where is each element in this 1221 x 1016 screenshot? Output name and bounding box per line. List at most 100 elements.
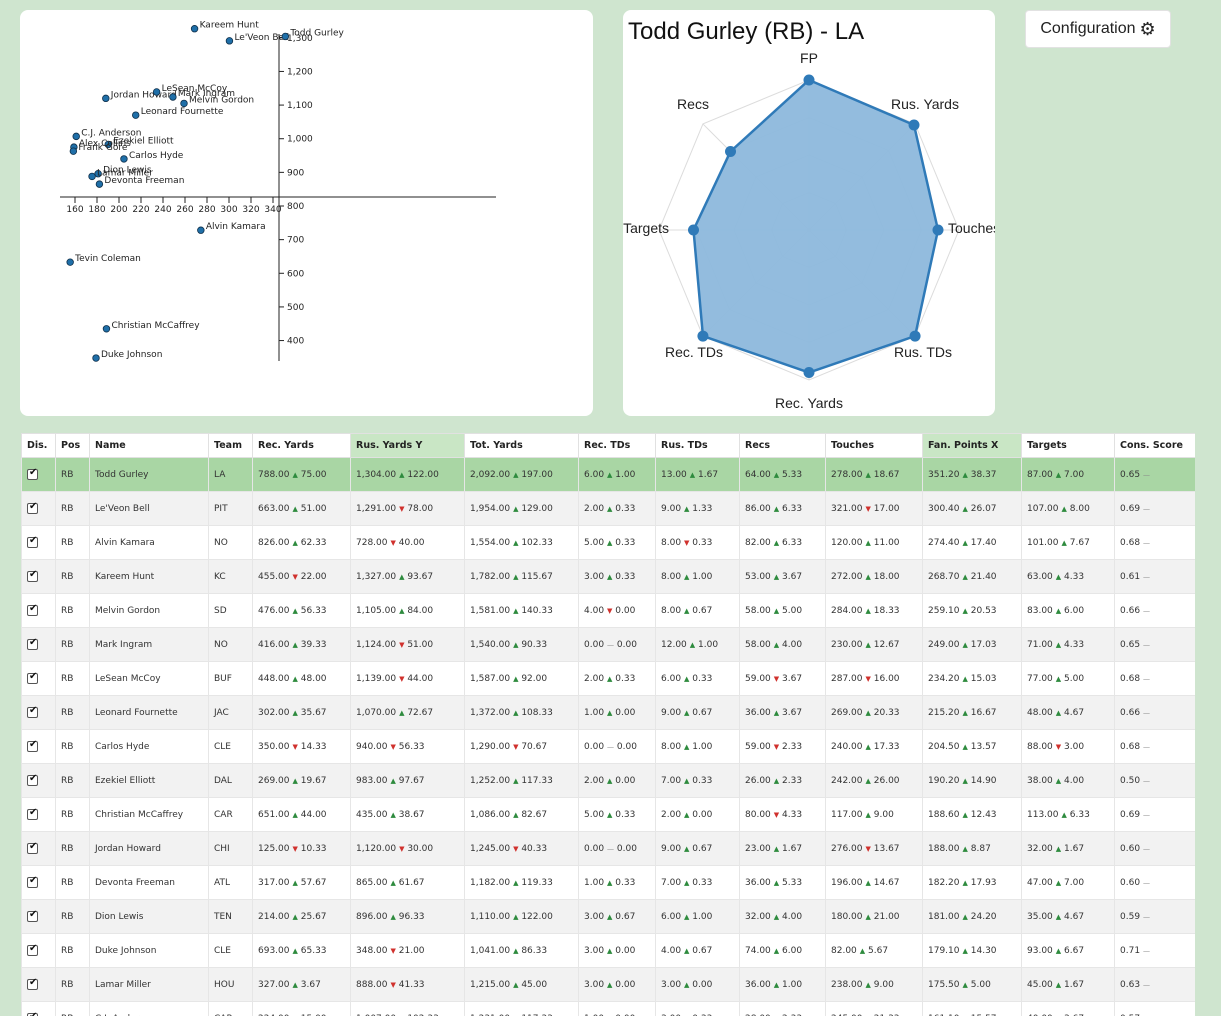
radar-point[interactable] xyxy=(908,119,920,131)
stat-delta: 51.00 xyxy=(297,503,327,514)
trend-up-icon: ▲ xyxy=(1061,538,1067,547)
scatter-point[interactable] xyxy=(102,325,111,333)
scatter-point[interactable] xyxy=(102,94,110,103)
display-checkbox[interactable] xyxy=(27,569,38,582)
trend-up-icon: ▲ xyxy=(390,810,396,819)
column-header[interactable]: Tot. Yards xyxy=(464,433,579,458)
scatter-point[interactable] xyxy=(152,88,161,96)
column-header[interactable]: Touches xyxy=(825,433,923,458)
scatter-point[interactable] xyxy=(169,93,177,101)
scatter-point[interactable] xyxy=(190,25,199,33)
scatter-point[interactable] xyxy=(132,111,140,119)
scatter-point[interactable] xyxy=(92,354,100,362)
display-checkbox[interactable] xyxy=(27,773,38,786)
display-checkbox[interactable] xyxy=(27,1011,38,1016)
display-checkbox[interactable] xyxy=(27,841,38,854)
display-checkbox[interactable] xyxy=(27,705,38,718)
stat-delta: 129.00 xyxy=(518,503,553,514)
radar-point[interactable] xyxy=(909,330,921,342)
trend-up-icon: ▲ xyxy=(684,674,690,683)
scatter-point-label: Todd Gurley xyxy=(289,28,344,38)
trend-up-icon: ▲ xyxy=(607,572,613,581)
scatter-point[interactable] xyxy=(69,147,78,155)
column-header[interactable]: Recs xyxy=(739,433,826,458)
stat-value: 3.00 xyxy=(661,1014,681,1016)
stat-cell: 3.00 ▲ 0.00 xyxy=(578,933,656,968)
trend-up-icon: ▲ xyxy=(684,844,690,853)
stat-delta: 4.67 xyxy=(1061,911,1085,922)
stat-delta: 7.00 xyxy=(1061,469,1085,480)
stat-delta: 18.00 xyxy=(870,571,900,582)
scatter-point[interactable] xyxy=(281,32,290,41)
stat-cell: 0.00— 0.00 xyxy=(578,729,656,764)
display-checkbox[interactable] xyxy=(27,739,38,752)
table-row[interactable]: RBC.J. AndersonCAR224.00▲ 15.001,007.00▲… xyxy=(21,1001,1195,1016)
display-checkbox[interactable] xyxy=(27,637,38,650)
stat-value: 983.00 xyxy=(356,775,388,786)
column-header[interactable]: Pos xyxy=(55,433,90,458)
scatter-point[interactable] xyxy=(104,140,112,149)
radar-point[interactable] xyxy=(932,224,944,236)
display-checkbox[interactable] xyxy=(27,603,38,616)
display-checkbox[interactable] xyxy=(27,807,38,820)
scatter-point[interactable] xyxy=(197,226,205,234)
column-header[interactable]: Name xyxy=(89,433,209,458)
stat-cell: 80.00 ▼ 4.33 xyxy=(739,797,826,832)
column-header[interactable]: Rec. TDs xyxy=(578,433,656,458)
stat-value: 2.00 xyxy=(661,809,682,820)
scatter-point[interactable] xyxy=(94,170,102,178)
display-checkbox[interactable] xyxy=(27,501,38,514)
display-checkbox[interactable] xyxy=(27,977,38,990)
scatter-point[interactable] xyxy=(88,172,96,181)
column-header[interactable]: Rec. Yards xyxy=(252,433,351,458)
stat-cell: 1,182.00 ▲ 119.33 xyxy=(464,865,579,900)
column-header[interactable]: Targets xyxy=(1021,433,1115,458)
display-checkbox[interactable] xyxy=(27,909,38,922)
team-cell: KC xyxy=(208,559,253,594)
scatter-point[interactable] xyxy=(225,37,234,45)
stat-delta: 56.33 xyxy=(297,605,327,616)
radar-point[interactable] xyxy=(725,146,737,158)
display-checkbox[interactable] xyxy=(27,943,38,956)
radar-point[interactable] xyxy=(803,74,815,86)
display-checkbox[interactable] xyxy=(27,467,38,480)
team-cell: CAR xyxy=(208,1001,253,1016)
radar-point[interactable] xyxy=(697,330,709,342)
column-header[interactable]: Cons. Score xyxy=(1114,433,1195,458)
scatter-point[interactable] xyxy=(120,155,128,163)
display-checkbox[interactable] xyxy=(27,875,38,888)
scatter-point[interactable] xyxy=(72,132,80,141)
stat-cell: 74.00 ▲ 6.00 xyxy=(739,933,826,968)
column-header[interactable]: Team xyxy=(208,433,253,458)
display-checkbox[interactable] xyxy=(27,671,38,684)
radar-point[interactable] xyxy=(688,224,699,236)
column-header[interactable]: Rus. TDs xyxy=(655,433,740,458)
scatter-point[interactable] xyxy=(180,99,188,108)
scatter-point[interactable] xyxy=(66,258,74,266)
display-checkbox[interactable] xyxy=(27,535,38,548)
stat-value: 1.00 xyxy=(584,1014,604,1016)
radar-point[interactable] xyxy=(803,367,815,378)
column-header[interactable]: Fan. Points X xyxy=(922,433,1022,458)
configuration-button[interactable]: Configuration ⚙ xyxy=(1025,10,1171,48)
column-header[interactable]: Rus. Yards Y xyxy=(350,433,465,458)
scatter-point[interactable] xyxy=(95,180,104,188)
stat-delta: 0.00 xyxy=(612,605,636,616)
column-header[interactable]: Dis. xyxy=(21,433,56,458)
